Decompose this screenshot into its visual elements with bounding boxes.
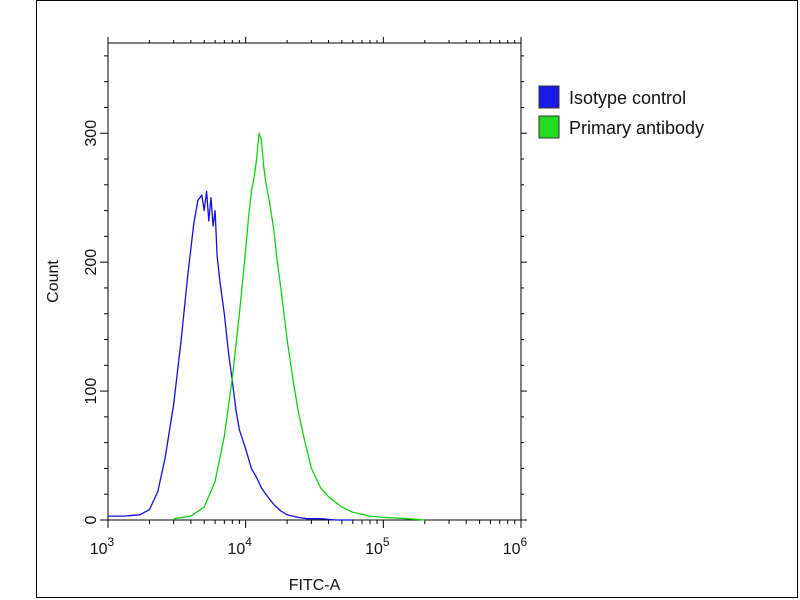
y-tick-label: 100: [83, 378, 100, 405]
y-axis-title: Count: [45, 260, 62, 303]
series-layer: [108, 132, 425, 521]
y-tick-label: 0: [83, 515, 100, 524]
x-tick-label: 106: [503, 535, 528, 558]
legend-swatch: [538, 85, 560, 109]
x-tick-label: 105: [365, 535, 390, 558]
legend-label: Isotype control: [569, 88, 686, 108]
y-tick-label: 300: [83, 120, 100, 147]
x-axis-title: FITC-A: [289, 577, 341, 594]
isotype-control-line: [108, 190, 353, 521]
y-ticks: 0 100 200 300: [83, 55, 527, 524]
legend: Isotype control Primary antibody: [538, 85, 704, 139]
x-ticks: 103 104 105 106: [90, 37, 528, 558]
y-tick-label: 200: [83, 249, 100, 276]
x-tick-label: 103: [90, 535, 115, 558]
legend-label: Primary antibody: [569, 118, 704, 138]
plot-area: 103 104 105 106 0 100 200 300: [83, 37, 528, 558]
legend-swatch: [538, 115, 560, 139]
x-tick-label: 104: [227, 535, 252, 558]
primary-antibody-line: [173, 132, 425, 521]
chart-frame: [36, 0, 798, 598]
